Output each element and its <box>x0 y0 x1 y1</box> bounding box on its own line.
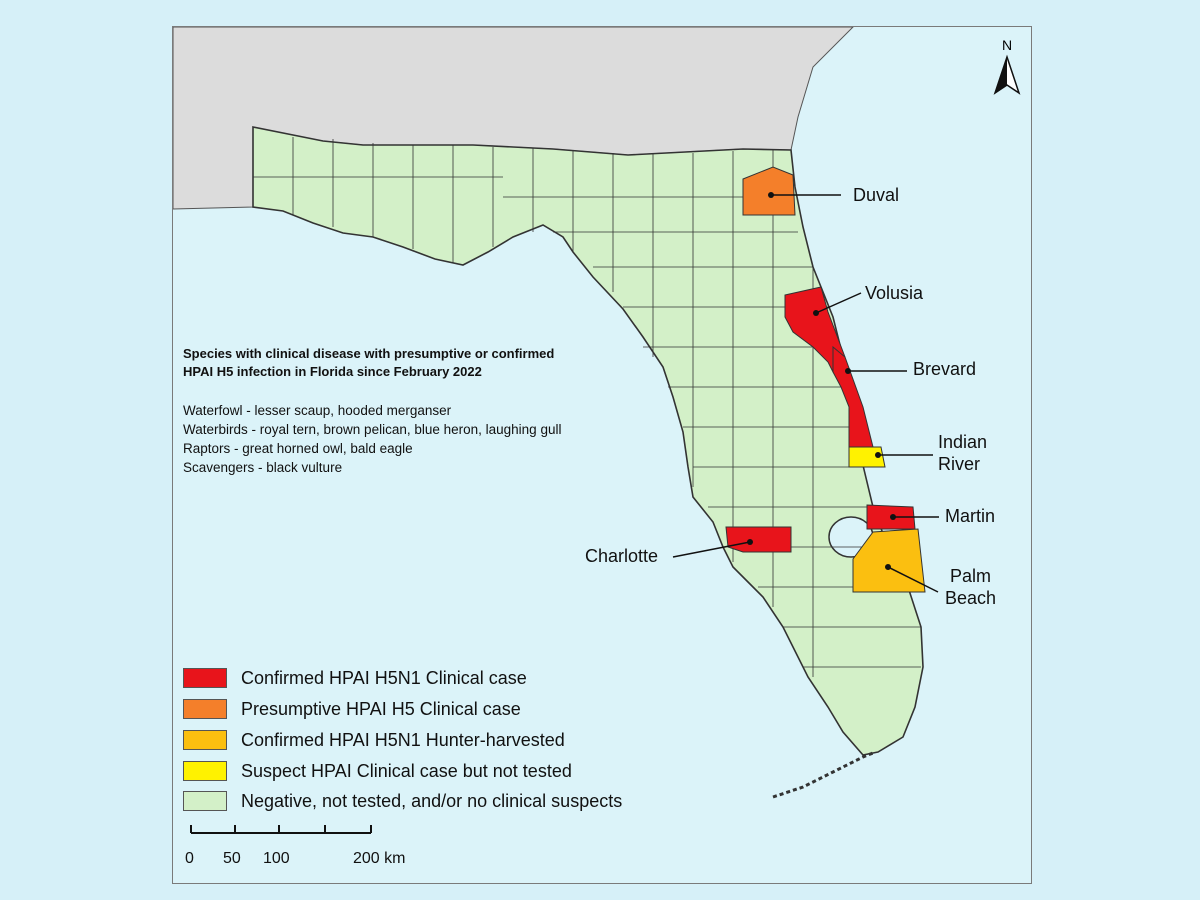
label-volusia: Volusia <box>865 283 924 303</box>
legend-item-presumptive: Presumptive HPAI H5 Clinical case <box>183 698 521 720</box>
legend-item-confirmed: Confirmed HPAI H5N1 Clinical case <box>183 667 527 689</box>
leader-dots <box>747 192 896 570</box>
species-line: Waterbirds - royal tern, brown pelican, … <box>183 422 562 437</box>
species-line: Scavengers - black vulture <box>183 460 343 475</box>
legend-swatch <box>183 668 227 688</box>
label-palm-beach: Palm Beach <box>945 565 996 609</box>
county-lines <box>253 137 921 677</box>
legend-label: Suspect HPAI Clinical case but not teste… <box>241 760 572 781</box>
scale-label-100: 100 <box>263 850 290 867</box>
legend-label: Presumptive HPAI H5 Clinical case <box>241 698 521 719</box>
species-title: Species with clinical disease with presu… <box>183 345 554 381</box>
legend-item-negative: Negative, not tested, and/or no clinical… <box>183 790 622 812</box>
florida-keys <box>772 751 874 799</box>
legend-swatch <box>183 730 227 750</box>
label-indian-river-line1: Indian <box>938 432 988 452</box>
label-palm-beach-line1: Palm <box>950 566 992 586</box>
legend-item-suspect: Suspect HPAI Clinical case but not teste… <box>183 760 572 782</box>
legend-label: Confirmed HPAI H5N1 Clinical case <box>241 667 527 688</box>
leader-lines <box>672 194 939 593</box>
label-indian-river: Indian River <box>938 431 987 475</box>
legend-swatch <box>183 761 227 781</box>
scale-label-200: 200 km <box>353 850 406 867</box>
species-line: Raptors - great horned owl, bald eagle <box>183 441 413 456</box>
county-charlotte[interactable] <box>725 526 792 553</box>
label-duval: Duval <box>853 185 900 205</box>
county-indian-river[interactable] <box>848 446 886 468</box>
scale-label-0: 0 <box>185 850 194 867</box>
label-martin: Martin <box>945 506 996 526</box>
legend-swatch <box>183 791 227 811</box>
legend-label: Negative, not tested, and/or no clinical… <box>241 790 623 811</box>
north-arrow-label: N <box>1002 37 1013 53</box>
scale-label-50: 50 <box>223 850 241 867</box>
species-title-line2: HPAI H5 infection in Florida since Febru… <box>183 364 482 379</box>
label-indian-river-line2: River <box>938 454 981 474</box>
scale-bar <box>190 825 372 834</box>
legend-swatch <box>183 699 227 719</box>
species-title-line1: Species with clinical disease with presu… <box>183 346 555 361</box>
map-canvas <box>173 27 1021 834</box>
label-brevard: Brevard <box>913 359 977 379</box>
legend-item-hunter: Confirmed HPAI H5N1 Hunter-harvested <box>183 729 565 751</box>
label-palm-beach-line2: Beach <box>945 588 997 608</box>
legend-label: Confirmed HPAI H5N1 Hunter-harvested <box>241 729 565 750</box>
species-line: Waterfowl - lesser scaup, hooded mergans… <box>183 403 452 418</box>
label-charlotte: Charlotte <box>585 546 659 566</box>
map-frame: N Duval Volusia Brevard Indian River Mar… <box>172 26 1032 884</box>
